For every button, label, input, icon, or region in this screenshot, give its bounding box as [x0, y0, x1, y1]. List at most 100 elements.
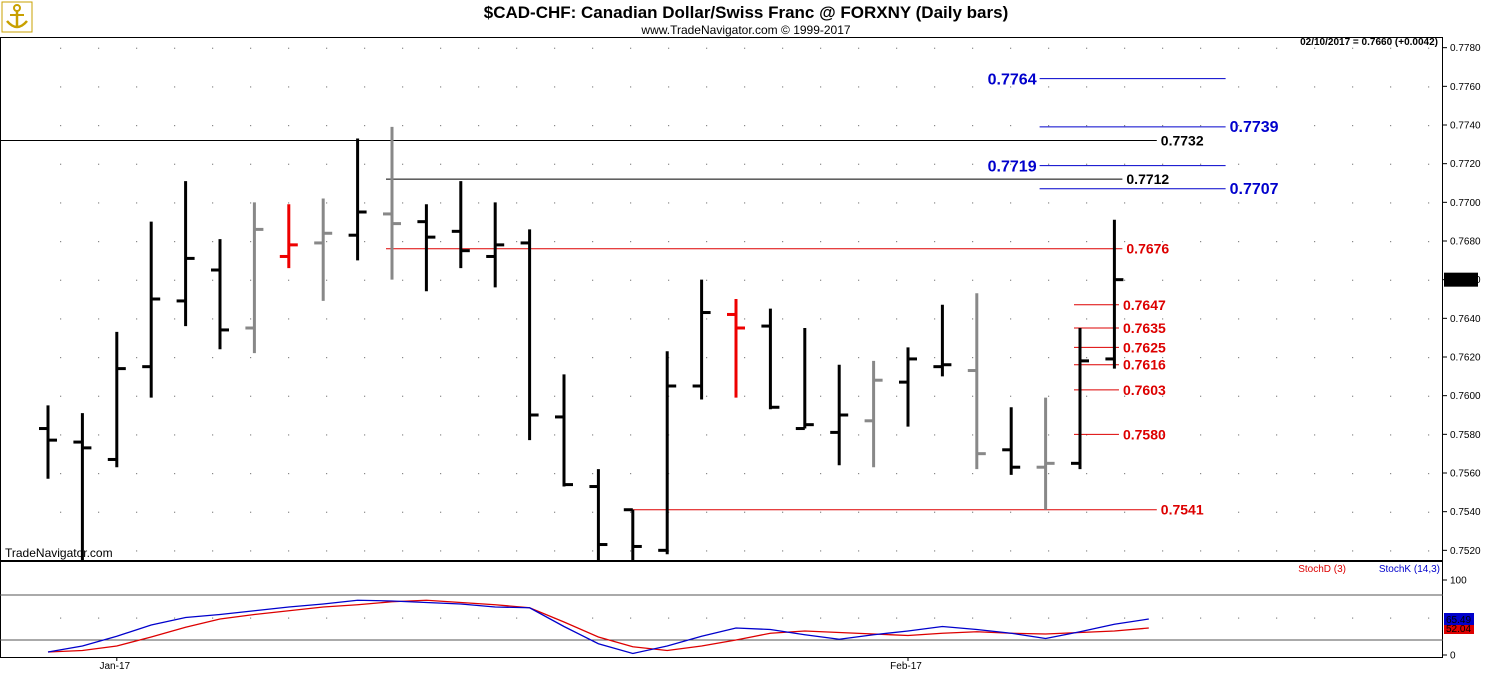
grid-dot	[60, 241, 62, 243]
grid-dot	[630, 279, 632, 281]
grid-dot	[1428, 202, 1430, 204]
grid-dot	[326, 511, 328, 513]
grid-dot	[1162, 86, 1164, 88]
grid-dot	[212, 357, 214, 359]
stochd-legend: StochD (3)	[1298, 564, 1346, 575]
grid-dot	[668, 318, 670, 320]
grid-dot	[820, 550, 822, 552]
grid-dot	[782, 163, 784, 165]
grid-dot	[440, 617, 442, 619]
price-readout: 02/10/2017 = 0.7660 (+0.0042)	[1300, 37, 1438, 48]
price-bar	[864, 360, 883, 468]
grid-dot	[98, 86, 100, 88]
price-bar	[623, 508, 642, 560]
grid-dot	[516, 318, 518, 320]
grid-dot	[1352, 241, 1354, 243]
grid-dot	[326, 279, 328, 281]
grid-dot	[440, 202, 442, 204]
grid-dot	[1086, 86, 1088, 88]
grid-dot	[174, 47, 176, 49]
grid-dot	[820, 47, 822, 49]
grid-dot	[516, 202, 518, 204]
grid-dot	[250, 473, 252, 475]
grid-dot	[972, 241, 974, 243]
grid-dot	[516, 86, 518, 88]
grid-dot	[630, 318, 632, 320]
grid-dot	[98, 550, 100, 552]
grid-dot	[212, 163, 214, 165]
grid-dot	[1086, 241, 1088, 243]
grid-dot	[1390, 318, 1392, 320]
grid-dot	[212, 125, 214, 127]
grid-dot	[554, 86, 556, 88]
grid-dot	[592, 279, 594, 281]
price-pane	[0, 37, 1443, 561]
grid-dot	[250, 617, 252, 619]
grid-dot	[1086, 279, 1088, 281]
grid-dot	[592, 318, 594, 320]
grid-dot	[326, 357, 328, 359]
grid-dot	[1162, 617, 1164, 619]
grid-dot	[440, 241, 442, 243]
grid-dot	[668, 47, 670, 49]
grid-dot	[1390, 357, 1392, 359]
grid-dot	[98, 617, 100, 619]
price-bar	[520, 229, 539, 441]
grid-dot	[516, 163, 518, 165]
grid-dot	[706, 125, 708, 127]
grid-dot	[136, 357, 138, 359]
grid-dot	[820, 357, 822, 359]
grid-dot	[1124, 125, 1126, 127]
grid-dot	[1390, 550, 1392, 552]
grid-dot	[440, 318, 442, 320]
price-bar	[589, 469, 608, 560]
stochastic-lines	[47, 599, 1149, 655]
grid-dot	[326, 473, 328, 475]
price-bars	[39, 126, 1124, 560]
grid-dot	[1238, 241, 1240, 243]
level-label: 0.7625	[1123, 339, 1166, 355]
grid-dot	[1238, 357, 1240, 359]
stochastic-grid	[0, 594, 1443, 641]
grid-dot	[1200, 241, 1202, 243]
grid-dot	[288, 318, 290, 320]
grid-dot	[402, 279, 404, 281]
grid-dot	[478, 550, 480, 552]
grid-dot	[136, 163, 138, 165]
price-bar	[1002, 407, 1021, 475]
grid-dot	[1162, 318, 1164, 320]
grid-dot	[98, 47, 100, 49]
grid-dot	[1352, 318, 1354, 320]
grid-dot	[326, 163, 328, 165]
grid-dot	[1352, 202, 1354, 204]
stochastic-tick-label: 0	[1450, 651, 1456, 662]
grid-dot	[288, 86, 290, 88]
price-bar	[1036, 397, 1055, 510]
grid-dot	[744, 395, 746, 397]
grid-dot	[1200, 434, 1202, 436]
level-label: 0.7541	[1161, 502, 1204, 518]
grid-dot	[1086, 617, 1088, 619]
price-bar	[967, 293, 986, 470]
price-bar	[142, 221, 161, 398]
grid-dot	[288, 550, 290, 552]
grid-dot	[744, 473, 746, 475]
grid-dot	[402, 550, 404, 552]
grid-dot	[934, 511, 936, 513]
grid-dot	[364, 550, 366, 552]
grid-dot	[820, 163, 822, 165]
price-bar	[658, 351, 677, 555]
grid-dot	[402, 357, 404, 359]
grid-dot	[1086, 318, 1088, 320]
grid-dot	[250, 125, 252, 127]
grid-dot	[934, 47, 936, 49]
grid-dot	[1352, 279, 1354, 281]
grid-dot	[478, 202, 480, 204]
grid-dot	[60, 163, 62, 165]
grid-dot	[858, 511, 860, 513]
price-levels: 0.7764 0.7739 0.7732 0.7719 0.7712 0.7707 0.76…	[1, 72, 1279, 518]
grid-dot	[668, 241, 670, 243]
grid-dot	[440, 47, 442, 49]
grid-dot	[972, 473, 974, 475]
grid-dot	[896, 125, 898, 127]
